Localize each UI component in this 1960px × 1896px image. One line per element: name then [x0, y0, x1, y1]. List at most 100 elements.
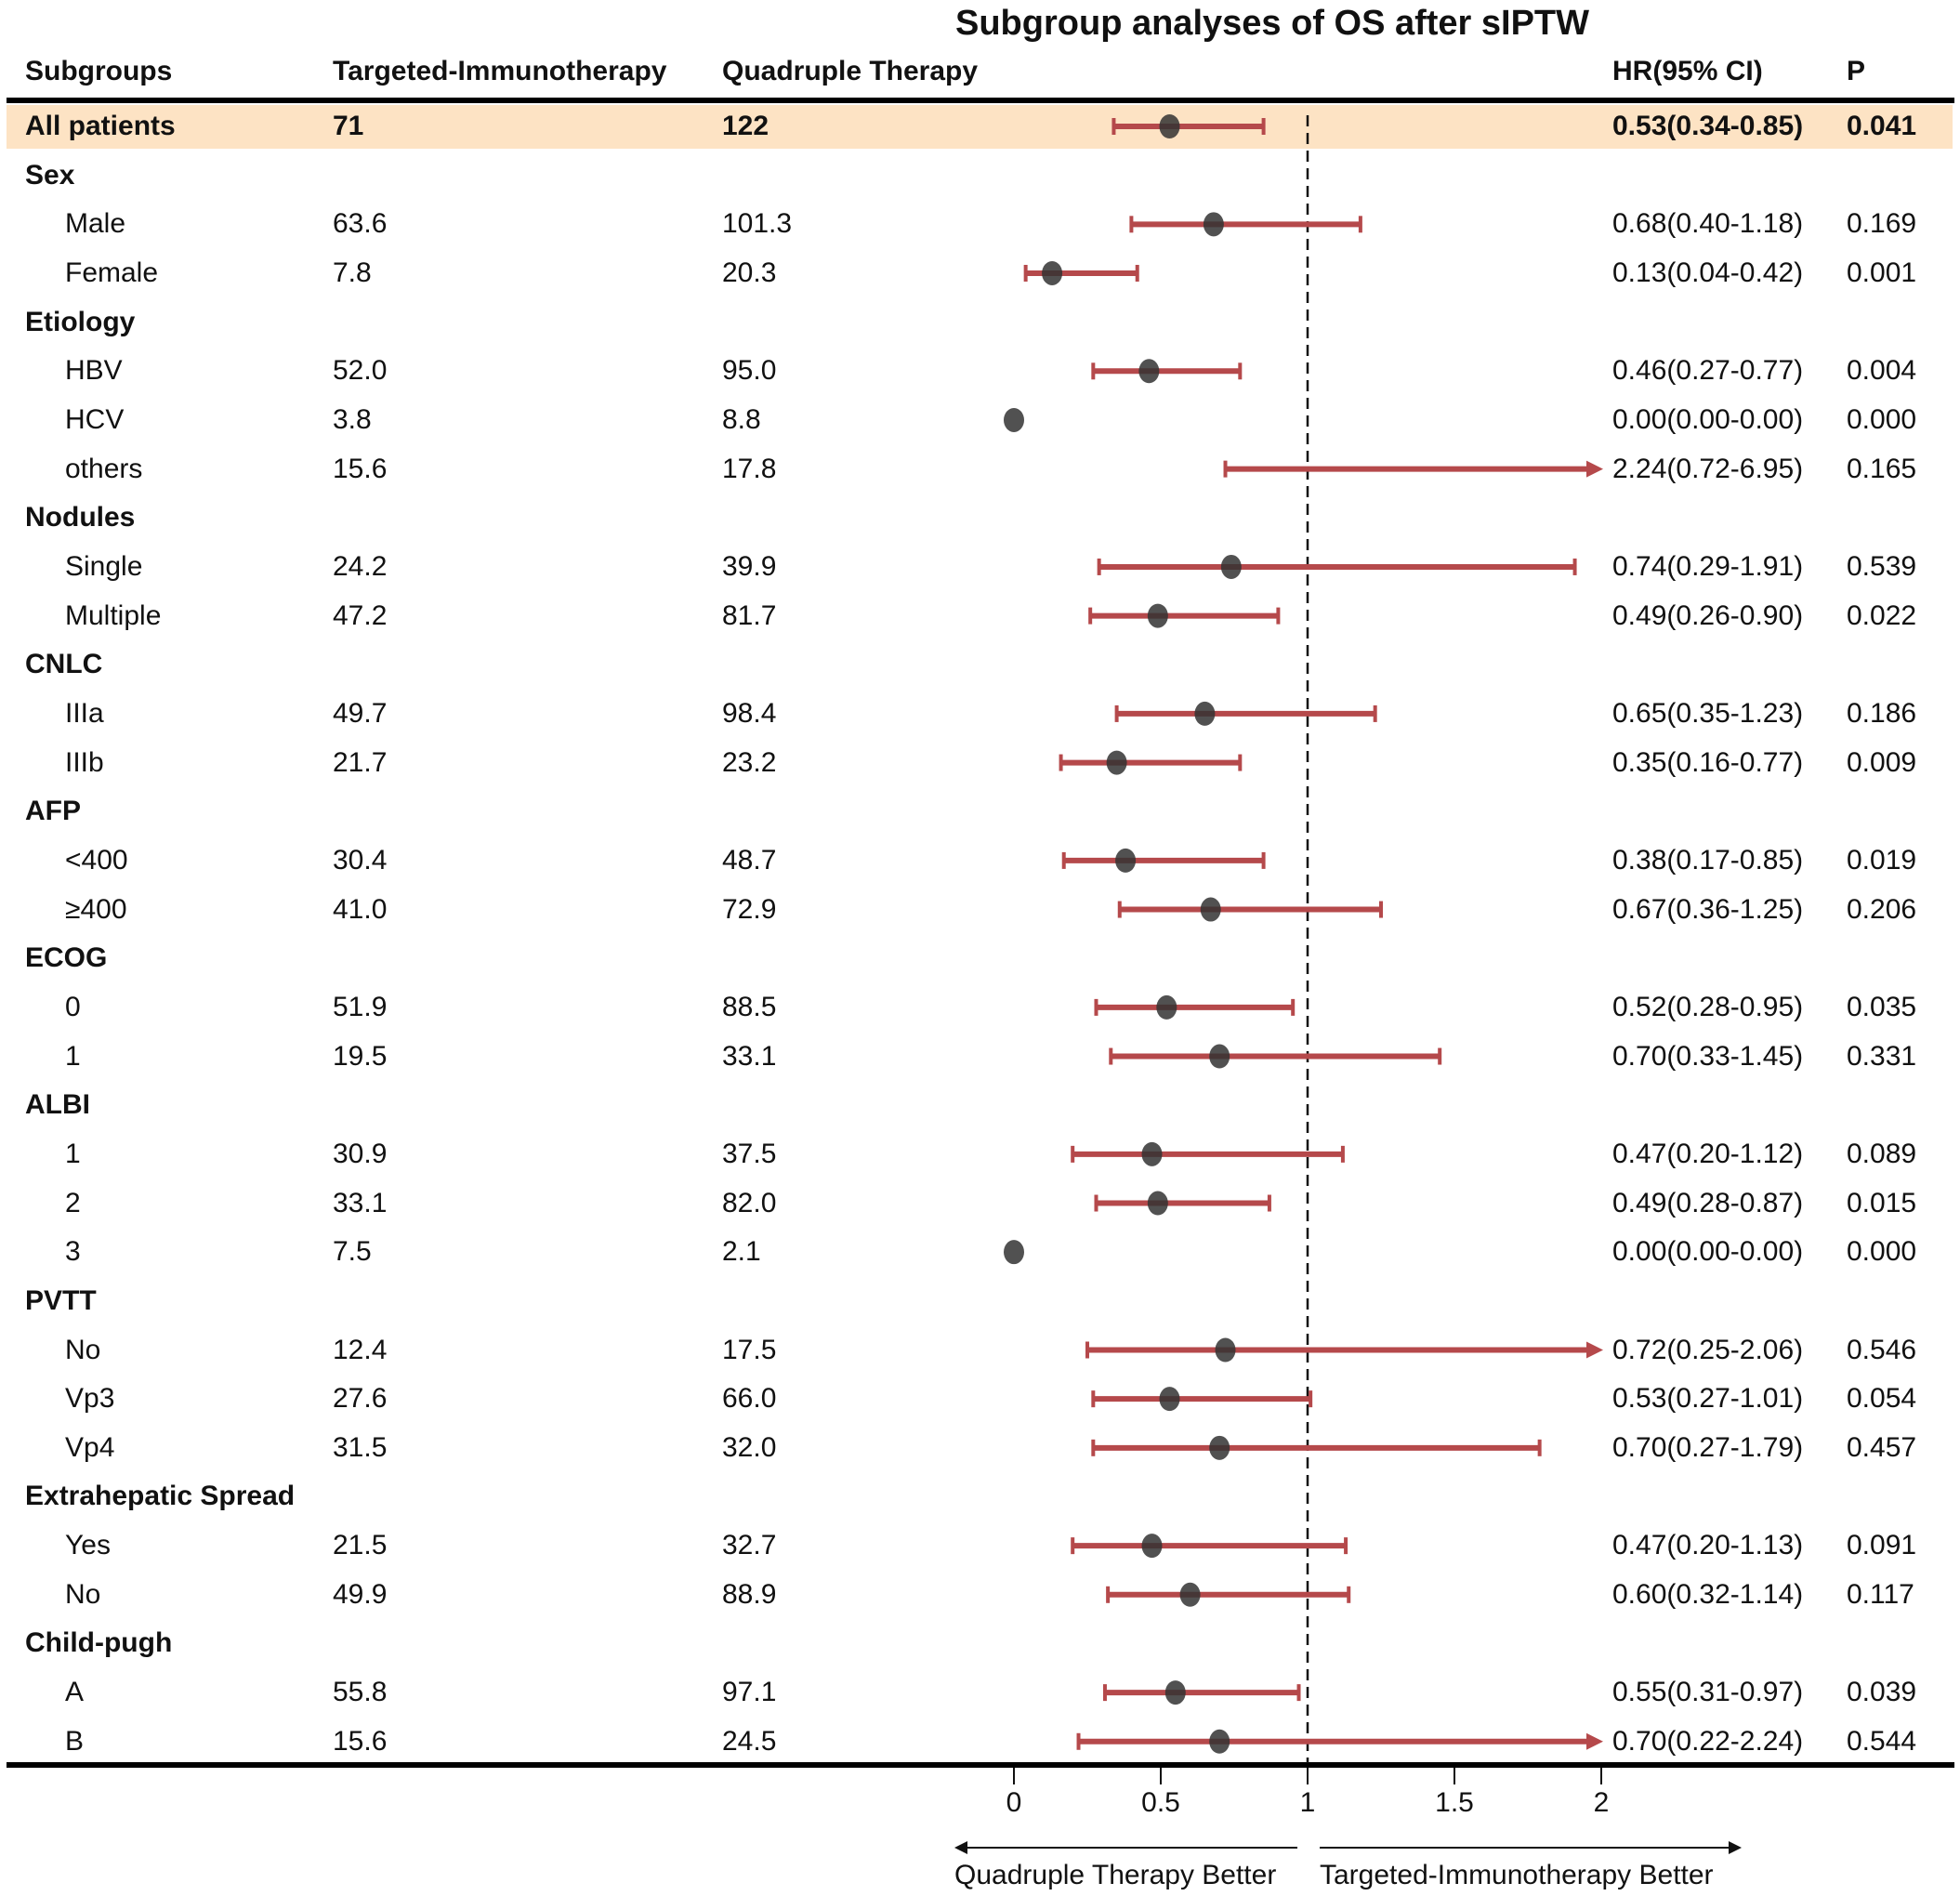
- p-value: 0.015: [1847, 1187, 1917, 1218]
- hr-ci-text: 0.46(0.27-0.77): [1612, 355, 1804, 387]
- subgroup-label: others: [65, 453, 143, 484]
- quadruple-value: 88.5: [722, 991, 777, 1022]
- targeted-value: 41.0: [333, 893, 388, 925]
- hr-point: [1004, 1240, 1024, 1265]
- quadruple-value: 17.8: [722, 453, 777, 484]
- p-value: 0.165: [1847, 453, 1917, 484]
- hr-ci-text: 0.13(0.04-0.42): [1612, 257, 1804, 288]
- bottom-rule: [7, 1762, 1954, 1768]
- p-value: 0.035: [1847, 991, 1917, 1022]
- p-value: 0.022: [1847, 599, 1917, 631]
- quadruple-value: 122: [722, 111, 770, 141]
- hr-ci-text: 0.49(0.28-0.87): [1612, 1187, 1804, 1218]
- x-tick-label: 1: [1299, 1787, 1316, 1818]
- targeted-value: 7.5: [333, 1236, 372, 1268]
- group-label: Extrahepatic Spread: [25, 1481, 296, 1512]
- targeted-value: 71: [333, 111, 364, 141]
- x-tick-label: 0: [1006, 1787, 1022, 1818]
- group-label: ECOG: [25, 942, 108, 974]
- hr-point: [1138, 359, 1160, 384]
- subgroup-label: No: [65, 1334, 101, 1365]
- hr-ci-text: 0.67(0.36-1.25): [1612, 893, 1804, 925]
- p-value: 0.004: [1847, 355, 1917, 387]
- targeted-value: 15.6: [333, 1725, 388, 1757]
- group-label: CNLC: [25, 649, 103, 680]
- hr-ci-text: 0.38(0.17-0.85): [1612, 844, 1804, 876]
- hr-ci-text: 0.68(0.40-1.18): [1612, 208, 1804, 240]
- subgroup-label: 1: [65, 1138, 81, 1169]
- p-value: 0.169: [1847, 208, 1917, 240]
- quadruple-value: 2.1: [722, 1236, 761, 1268]
- targeted-value: 49.7: [333, 697, 388, 729]
- targeted-value: 7.8: [333, 257, 372, 288]
- subgroup-label: IIIa: [65, 697, 104, 729]
- hr-ci-text: 0.53(0.27-1.01): [1612, 1383, 1804, 1415]
- ci-arrow: [1586, 1341, 1603, 1359]
- right-direction-label: Targeted-Immunotherapy Better: [1320, 1860, 1714, 1890]
- x-tick-label: 2: [1593, 1787, 1610, 1818]
- subgroup-label: 1: [65, 1040, 81, 1072]
- quadruple-value: 101.3: [722, 208, 793, 240]
- quadruple-value: 48.7: [722, 844, 777, 876]
- group-label: Nodules: [25, 502, 136, 533]
- hr-ci-text: 0.49(0.26-0.90): [1612, 599, 1804, 631]
- subgroup-label: Yes: [65, 1530, 111, 1561]
- targeted-value: 47.2: [333, 599, 388, 631]
- subgroup-label: 2: [65, 1187, 81, 1218]
- hr-point: [1141, 1141, 1163, 1166]
- left-direction-label: Quadruple Therapy Better: [954, 1860, 1277, 1890]
- hr-point: [1042, 260, 1063, 285]
- ci-arrow: [1586, 1732, 1603, 1750]
- subgroup-label: All patients: [25, 111, 176, 141]
- p-value: 0.000: [1847, 403, 1917, 435]
- group-label: PVTT: [25, 1284, 97, 1316]
- hr-point: [1147, 603, 1168, 628]
- hr-point: [1147, 1191, 1168, 1216]
- hr-ci-text: 0.70(0.27-1.79): [1612, 1431, 1804, 1463]
- subgroup-label: Multiple: [65, 599, 162, 631]
- subgroup-label: 0: [65, 991, 81, 1022]
- p-value: 0.039: [1847, 1677, 1917, 1708]
- quadruple-value: 32.7: [722, 1530, 777, 1561]
- group-label: Sex: [25, 159, 75, 191]
- hr-point: [1203, 212, 1224, 237]
- hr-point: [1209, 1044, 1230, 1069]
- subgroup-label: Male: [65, 208, 126, 240]
- p-value: 0.000: [1847, 1236, 1917, 1268]
- targeted-value: 21.5: [333, 1530, 388, 1561]
- quadruple-value: 32.0: [722, 1431, 777, 1463]
- hr-ci-text: 0.53(0.34-0.85): [1612, 111, 1804, 141]
- hr-ci-text: 0.35(0.16-0.77): [1612, 746, 1804, 778]
- hr-point: [1156, 994, 1177, 1020]
- hr-point: [1200, 897, 1221, 922]
- group-label: Etiology: [25, 306, 136, 337]
- hr-ci-text: 0.74(0.29-1.91): [1612, 550, 1804, 582]
- p-value: 0.054: [1847, 1383, 1917, 1415]
- subgroup-label: Vp3: [65, 1383, 115, 1415]
- targeted-value: 24.2: [333, 550, 388, 582]
- targeted-value: 27.6: [333, 1383, 388, 1415]
- targeted-value: 31.5: [333, 1431, 388, 1463]
- targeted-value: 51.9: [333, 991, 388, 1022]
- subgroup-label: HCV: [65, 403, 125, 435]
- subgroup-label: ≥400: [65, 893, 127, 925]
- subgroup-label: B: [65, 1725, 85, 1757]
- hr-point: [1159, 114, 1180, 138]
- p-value: 0.544: [1847, 1725, 1917, 1757]
- quadruple-value: 37.5: [722, 1138, 777, 1169]
- quadruple-value: 8.8: [722, 403, 761, 435]
- quadruple-value: 39.9: [722, 550, 777, 582]
- hr-ci-text: 0.00(0.00-0.00): [1612, 403, 1804, 435]
- targeted-value: 30.4: [333, 844, 388, 876]
- p-value: 0.019: [1847, 844, 1917, 876]
- hr-ci-text: 0.52(0.28-0.95): [1612, 991, 1804, 1022]
- ci-arrow: [1586, 460, 1603, 478]
- hr-ci-text: 0.60(0.32-1.14): [1612, 1578, 1804, 1610]
- targeted-value: 30.9: [333, 1138, 388, 1169]
- quadruple-value: 17.5: [722, 1334, 777, 1365]
- quadruple-value: 88.9: [722, 1578, 777, 1610]
- p-value: 0.457: [1847, 1431, 1917, 1463]
- hr-point: [1194, 701, 1216, 726]
- subgroup-label: <400: [65, 844, 128, 876]
- header-quadruple: Quadruple Therapy: [722, 56, 979, 86]
